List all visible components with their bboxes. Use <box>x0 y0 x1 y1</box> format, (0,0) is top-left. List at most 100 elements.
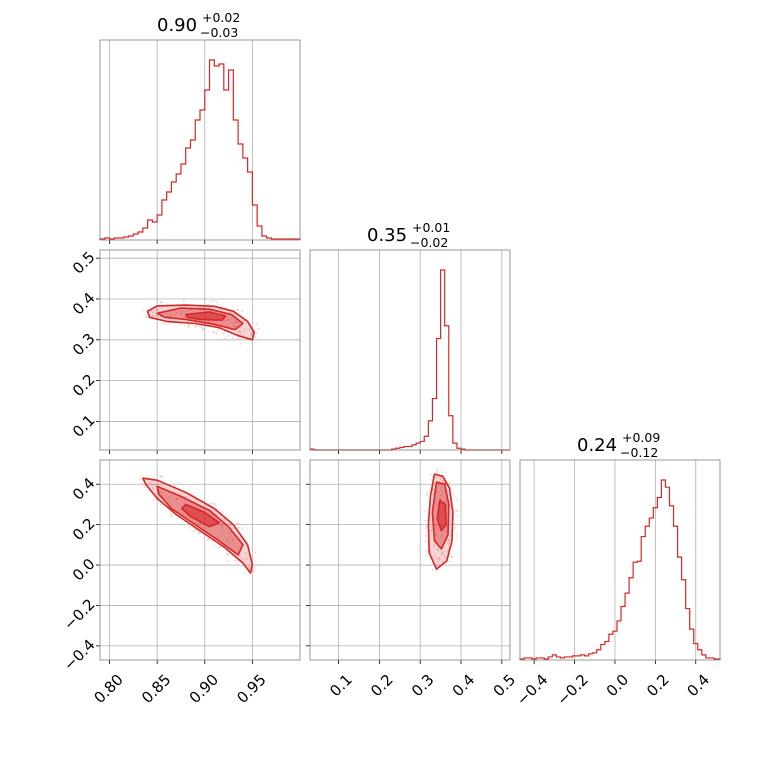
sample-point-p0-p2 <box>198 531 201 534</box>
sample-point-p0-p1 <box>183 324 186 327</box>
sample-point-p0-p1 <box>242 319 245 322</box>
sample-point-p1-p2 <box>454 508 457 511</box>
sample-point-p0-p1 <box>227 319 229 321</box>
sample-point-p0-p2 <box>237 526 240 529</box>
sample-point-p0-p1 <box>239 332 242 335</box>
sample-point-p0-p2 <box>241 527 244 530</box>
sample-point-p0-p2 <box>226 553 228 556</box>
title-p1-minus: −0.02 <box>410 235 448 250</box>
sample-point-p1-p2 <box>440 494 442 497</box>
sample-point-p1-p2 <box>442 495 445 498</box>
sample-point-p1-p2 <box>439 497 442 500</box>
sample-point-p1-p2 <box>426 549 429 552</box>
sample-point-p1-p2 <box>450 556 453 558</box>
sample-point-p0-p1 <box>200 329 203 332</box>
sample-point-p0-p1 <box>248 328 251 331</box>
sample-point-p0-p2 <box>152 476 155 479</box>
sample-point-p0-p2 <box>139 478 142 480</box>
sample-point-p0-p1 <box>154 314 157 317</box>
sample-point-p1-p2 <box>432 545 435 548</box>
sample-point-p0-p2 <box>191 492 194 495</box>
sample-point-p0-p1 <box>162 322 165 325</box>
sample-point-p0-p1 <box>232 324 235 327</box>
sample-point-p1-p2 <box>430 526 433 528</box>
sample-point-p0-p1 <box>196 324 198 327</box>
sample-point-p0-p2 <box>228 542 231 545</box>
sample-point-p0-p1 <box>164 323 167 326</box>
sample-point-p0-p1 <box>180 312 183 315</box>
sample-point-p0-p2 <box>194 522 197 524</box>
sample-point-p1-p2 <box>439 477 442 480</box>
sample-point-p0-p1 <box>238 330 241 333</box>
sample-point-p0-p1 <box>238 330 240 333</box>
frame-hist-p2 <box>519 459 721 661</box>
sample-point-p0-p2 <box>207 538 210 541</box>
sample-point-p0-p2 <box>161 476 164 479</box>
contour-level-p0-p2-2 <box>181 503 220 528</box>
sample-point-p0-p2 <box>160 504 162 506</box>
sample-point-p0-p1 <box>146 316 149 319</box>
sample-point-p0-p1 <box>179 312 182 315</box>
sample-point-p1-p2 <box>425 534 427 537</box>
sample-point-p0-p2 <box>176 498 178 501</box>
sample-point-p1-p2 <box>445 501 448 504</box>
sample-point-p1-p2 <box>430 513 432 516</box>
sample-point-p1-p2 <box>455 510 458 513</box>
title-p1-plus: +0.01 <box>412 220 450 235</box>
sample-point-p0-p1 <box>223 319 226 322</box>
sample-point-p0-p1 <box>231 336 234 339</box>
sample-point-p1-p2 <box>447 542 450 545</box>
sample-point-p1-p2 <box>433 555 436 558</box>
sample-point-p0-p1 <box>198 325 201 328</box>
sample-point-p0-p2 <box>192 530 195 533</box>
sample-point-p1-p2 <box>452 544 455 547</box>
sample-point-p0-p1 <box>237 337 240 340</box>
sample-point-p1-p2 <box>440 535 442 538</box>
sample-point-p1-p2 <box>456 498 458 501</box>
sample-point-p0-p1 <box>234 326 237 328</box>
sample-point-p0-p2 <box>175 497 178 500</box>
sample-point-p1-p2 <box>448 482 450 485</box>
sample-point-p1-p2 <box>435 471 438 474</box>
sample-point-p1-p2 <box>449 560 452 563</box>
sample-point-p0-p2 <box>216 508 219 510</box>
sample-point-p1-p2 <box>424 527 427 529</box>
sample-point-p1-p2 <box>431 568 434 571</box>
sample-point-p1-p2 <box>455 533 458 536</box>
sample-point-p1-p2 <box>445 471 448 474</box>
sample-point-p0-p2 <box>170 515 173 518</box>
sample-point-p0-p2 <box>179 497 181 499</box>
sample-point-p1-p2 <box>441 551 443 554</box>
frame-hist-p0 <box>99 39 301 241</box>
sample-point-p1-p2 <box>438 557 441 560</box>
sample-point-p1-p2 <box>425 550 427 553</box>
sample-point-p0-p1 <box>200 326 203 329</box>
sample-point-p0-p2 <box>248 565 250 568</box>
title-p0-value: 0.90 <box>157 15 197 36</box>
sample-point-p1-p2 <box>443 500 446 502</box>
sample-point-p1-p2 <box>457 514 459 517</box>
sample-point-p1-p2 <box>436 468 439 471</box>
sample-point-p0-p2 <box>238 554 241 557</box>
sample-point-p1-p2 <box>436 557 439 560</box>
sample-point-p0-p2 <box>175 499 177 502</box>
sample-point-p0-p2 <box>237 547 240 550</box>
title-p1-value: 0.35 <box>367 225 407 246</box>
sample-point-p0-p1 <box>235 321 238 324</box>
sample-point-p0-p2 <box>236 522 239 525</box>
sample-point-p0-p1 <box>186 309 188 312</box>
sample-point-p0-p1 <box>223 330 226 333</box>
sample-point-p0-p1 <box>250 332 253 334</box>
sample-point-p0-p2 <box>237 522 240 525</box>
sample-point-p0-p1 <box>213 299 215 302</box>
sample-point-p0-p1 <box>183 299 185 302</box>
sample-point-p0-p2 <box>160 491 163 494</box>
frame-contour-p0-p1 <box>99 249 301 451</box>
sample-point-p0-p2 <box>183 501 185 504</box>
sample-point-p0-p1 <box>159 300 162 303</box>
sample-point-p0-p1 <box>149 305 152 308</box>
sample-point-p0-p2 <box>228 531 231 534</box>
sample-point-p0-p1 <box>241 310 244 313</box>
sample-point-p1-p2 <box>448 541 451 544</box>
sample-point-p0-p2 <box>151 484 154 487</box>
